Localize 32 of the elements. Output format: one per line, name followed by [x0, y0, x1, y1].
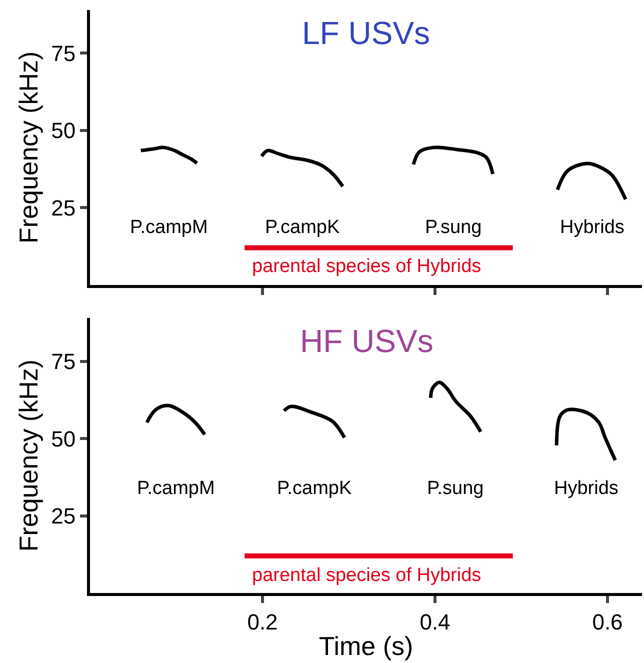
chart-title: HF USVs	[300, 323, 434, 359]
text: P.campM	[130, 217, 208, 238]
y-axis-title: Frequency (kHz)	[14, 51, 44, 244]
x-tick-label: 0.2	[247, 609, 278, 634]
line-series	[412, 146, 495, 176]
x-axis-title: Time (s)	[318, 631, 414, 662]
text: P.campK	[277, 478, 352, 499]
chart-title: LF USVs	[302, 15, 430, 51]
line-series	[282, 404, 346, 440]
x-tick-label: 0.6	[592, 609, 623, 634]
y-tick-label: 25	[51, 503, 76, 528]
series-label: P.campK	[265, 217, 340, 238]
line-series	[260, 148, 344, 188]
text: P.sung	[425, 217, 482, 238]
series-label: Hybrids	[554, 478, 618, 499]
y-tick-label: 75	[51, 40, 76, 66]
annotation: parental species of Hybrids	[252, 256, 482, 277]
series-label: Hybrids	[560, 217, 624, 238]
line-series	[556, 162, 628, 202]
text: P.campM	[137, 478, 215, 499]
y-tick-label: 25	[51, 195, 76, 220]
x-tick-label: 0.4	[420, 609, 450, 634]
y-tick-label: 75	[51, 349, 76, 374]
line-series	[139, 146, 199, 165]
line-series	[145, 404, 206, 436]
y-tick-label: 50	[51, 118, 76, 144]
line-series	[428, 380, 482, 434]
y-axis-title: Frequency (kHz)	[14, 359, 44, 552]
line-series	[554, 408, 618, 462]
text: P.sung	[427, 478, 484, 499]
y-tick-label: 50	[51, 426, 76, 452]
annotation: parental species of Hybrids	[252, 565, 482, 586]
